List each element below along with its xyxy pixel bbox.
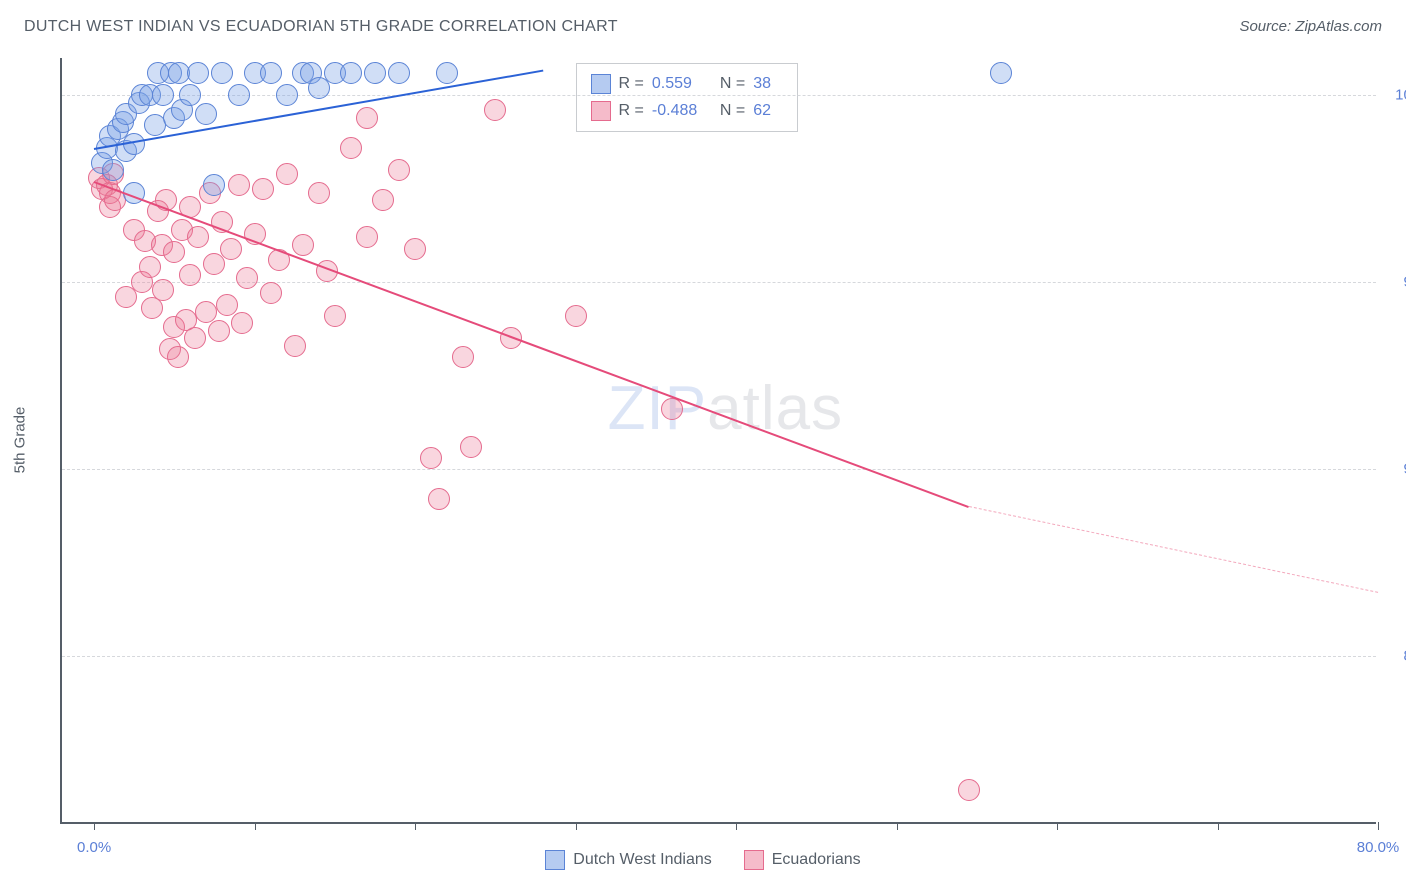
data-point-ecuadorian [260, 282, 282, 304]
legend-swatch [591, 74, 611, 94]
data-point-dutch-west-indian [152, 84, 174, 106]
y-tick-label: 85.0% [1386, 647, 1406, 664]
trend-line [94, 181, 969, 508]
x-tick [255, 822, 256, 830]
plot-region: 5th Grade ZIPatlas R =0.559N =38R =-0.48… [60, 58, 1376, 824]
data-point-ecuadorian [308, 182, 330, 204]
legend-label: Ecuadorians [772, 851, 861, 869]
n-value: 62 [753, 97, 783, 124]
gridline [62, 469, 1376, 470]
x-tick [1057, 822, 1058, 830]
data-point-dutch-west-indian [203, 174, 225, 196]
r-value: -0.488 [652, 97, 712, 124]
series-legend: Dutch West Indians Ecuadorians [0, 850, 1406, 870]
watermark: ZIPatlas [608, 373, 843, 444]
legend-swatch [545, 850, 565, 870]
data-point-ecuadorian [404, 238, 426, 260]
x-tick [897, 822, 898, 830]
y-tick-label: 90.0% [1386, 461, 1406, 478]
data-point-ecuadorian [216, 294, 238, 316]
source-label: Source: ZipAtlas.com [1239, 18, 1382, 35]
data-point-ecuadorian [565, 305, 587, 327]
chart-title: DUTCH WEST INDIAN VS ECUADORIAN 5TH GRAD… [24, 18, 618, 36]
n-label: N = [720, 97, 745, 124]
data-point-ecuadorian [187, 226, 209, 248]
legend-item: Dutch West Indians [545, 850, 711, 870]
correlation-legend: R = 0.559 N = 38 R = -0.488 N = 62 [576, 63, 799, 131]
data-point-ecuadorian [340, 137, 362, 159]
data-point-ecuadorian [372, 189, 394, 211]
data-point-ecuadorian [284, 335, 306, 357]
x-tick [576, 822, 577, 830]
data-point-ecuadorian [252, 178, 274, 200]
data-point-ecuadorian [231, 312, 253, 334]
data-point-ecuadorian [420, 447, 442, 469]
data-point-ecuadorian [388, 159, 410, 181]
data-point-ecuadorian [661, 398, 683, 420]
correlation-row: R = -0.488 N = 62 [591, 97, 784, 124]
data-point-dutch-west-indian [179, 84, 201, 106]
data-point-dutch-west-indian [276, 84, 298, 106]
data-point-ecuadorian [324, 305, 346, 327]
legend-label: Dutch West Indians [573, 851, 711, 869]
data-point-dutch-west-indian [228, 84, 250, 106]
data-point-ecuadorian [276, 163, 298, 185]
data-point-dutch-west-indian [102, 159, 124, 181]
data-point-ecuadorian [484, 99, 506, 121]
data-point-ecuadorian [292, 234, 314, 256]
data-point-ecuadorian [179, 264, 201, 286]
x-tick [1218, 822, 1219, 830]
x-tick [94, 822, 95, 830]
n-label: N = [720, 70, 745, 97]
data-point-ecuadorian [152, 279, 174, 301]
x-tick [1378, 822, 1379, 830]
data-point-ecuadorian [236, 267, 258, 289]
n-value: 38 [753, 70, 783, 97]
data-point-dutch-west-indian [436, 62, 458, 84]
trend-line [969, 506, 1378, 593]
data-point-ecuadorian [184, 327, 206, 349]
r-label: R = [619, 70, 644, 97]
data-point-ecuadorian [208, 320, 230, 342]
x-tick [736, 822, 737, 830]
gridline [62, 656, 1376, 657]
data-point-ecuadorian [452, 346, 474, 368]
data-point-ecuadorian [167, 346, 189, 368]
y-tick-label: 100.0% [1386, 87, 1406, 104]
x-tick [415, 822, 416, 830]
data-point-ecuadorian [141, 297, 163, 319]
data-point-ecuadorian [356, 226, 378, 248]
chart-area: 5th Grade ZIPatlas R =0.559N =38R =-0.48… [60, 58, 1376, 824]
data-point-ecuadorian [958, 779, 980, 801]
y-tick-label: 95.0% [1386, 274, 1406, 291]
legend-swatch [591, 101, 611, 121]
data-point-ecuadorian [220, 238, 242, 260]
data-point-ecuadorian [356, 107, 378, 129]
legend-swatch [744, 850, 764, 870]
gridline [62, 95, 1376, 96]
data-point-dutch-west-indian [340, 62, 362, 84]
data-point-dutch-west-indian [364, 62, 386, 84]
data-point-ecuadorian [139, 256, 161, 278]
data-point-dutch-west-indian [388, 62, 410, 84]
data-point-dutch-west-indian [187, 62, 209, 84]
data-point-dutch-west-indian [195, 103, 217, 125]
data-point-dutch-west-indian [990, 62, 1012, 84]
correlation-row: R = 0.559 N = 38 [591, 70, 784, 97]
r-label: R = [619, 97, 644, 124]
y-axis-label: 5th Grade [12, 407, 29, 474]
data-point-ecuadorian [460, 436, 482, 458]
data-point-dutch-west-indian [211, 62, 233, 84]
data-point-ecuadorian [228, 174, 250, 196]
data-point-ecuadorian [163, 241, 185, 263]
gridline [62, 282, 1376, 283]
legend-item: Ecuadorians [744, 850, 861, 870]
r-value: 0.559 [652, 70, 712, 97]
data-point-dutch-west-indian [260, 62, 282, 84]
data-point-ecuadorian [428, 488, 450, 510]
